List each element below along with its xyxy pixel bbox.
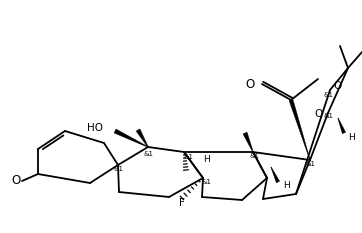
Polygon shape <box>338 118 346 134</box>
Polygon shape <box>136 129 148 147</box>
Text: &1: &1 <box>202 179 212 185</box>
Text: O: O <box>246 78 255 90</box>
Text: &1: &1 <box>323 92 333 98</box>
Text: HO: HO <box>87 123 103 133</box>
Text: &1: &1 <box>306 161 316 167</box>
Text: &1: &1 <box>249 153 259 159</box>
Text: O: O <box>315 109 323 119</box>
Text: H: H <box>283 182 290 191</box>
Polygon shape <box>289 99 310 160</box>
Text: F: F <box>179 198 185 208</box>
Text: O: O <box>11 175 21 188</box>
Text: O: O <box>333 81 341 91</box>
Polygon shape <box>114 129 148 147</box>
Text: &1: &1 <box>144 151 154 157</box>
Polygon shape <box>271 167 279 183</box>
Text: &1: &1 <box>323 113 333 119</box>
Text: H: H <box>203 155 210 164</box>
Text: &1: &1 <box>183 154 193 160</box>
Polygon shape <box>243 132 253 152</box>
Text: H: H <box>348 133 355 141</box>
Text: &1: &1 <box>113 166 123 172</box>
